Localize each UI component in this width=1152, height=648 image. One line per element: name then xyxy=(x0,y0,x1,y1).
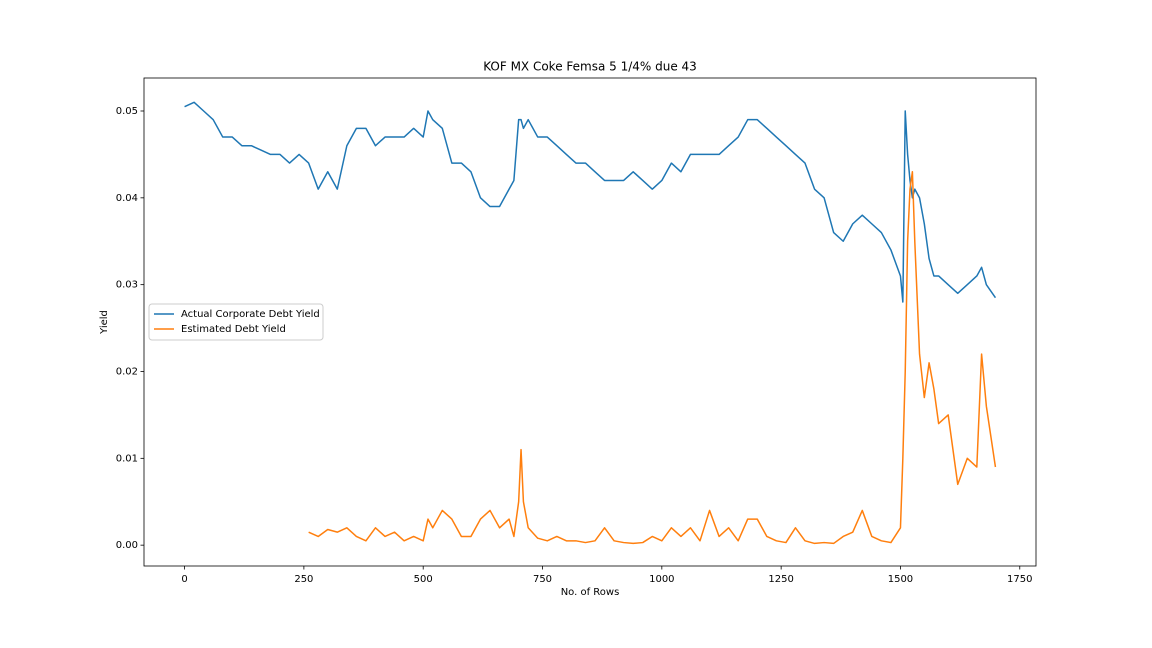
x-tick-label: 1000 xyxy=(649,574,674,585)
x-tick-label: 1500 xyxy=(888,574,913,585)
x-tick-label: 250 xyxy=(294,574,313,585)
y-tick-label: 0.02 xyxy=(116,366,138,377)
x-axis-label: No. of Rows xyxy=(561,587,620,598)
y-tick-label: 0.04 xyxy=(116,193,138,204)
y-tick-label: 0.03 xyxy=(116,280,138,291)
x-tick-label: 500 xyxy=(414,574,433,585)
legend-label: Estimated Debt Yield xyxy=(181,324,286,335)
chart-title: KOF MX Coke Femsa 5 1/4% due 43 xyxy=(483,60,697,74)
x-tick-label: 1250 xyxy=(768,574,793,585)
x-tick-label: 750 xyxy=(533,574,552,585)
plot-frame xyxy=(143,77,1037,567)
legend-label: Actual Corporate Debt Yield xyxy=(181,309,320,320)
y-tick-label: 0.05 xyxy=(116,106,138,117)
y-tick-label: 0.00 xyxy=(116,540,138,551)
data-line xyxy=(308,171,997,545)
x-tick-label: 1750 xyxy=(1007,574,1032,585)
y-tick-label: 0.01 xyxy=(116,453,138,464)
x-tick-label: 0 xyxy=(181,574,187,585)
y-axis-label: Yield xyxy=(99,310,110,335)
data-line xyxy=(184,101,997,303)
legend-box xyxy=(148,303,324,341)
